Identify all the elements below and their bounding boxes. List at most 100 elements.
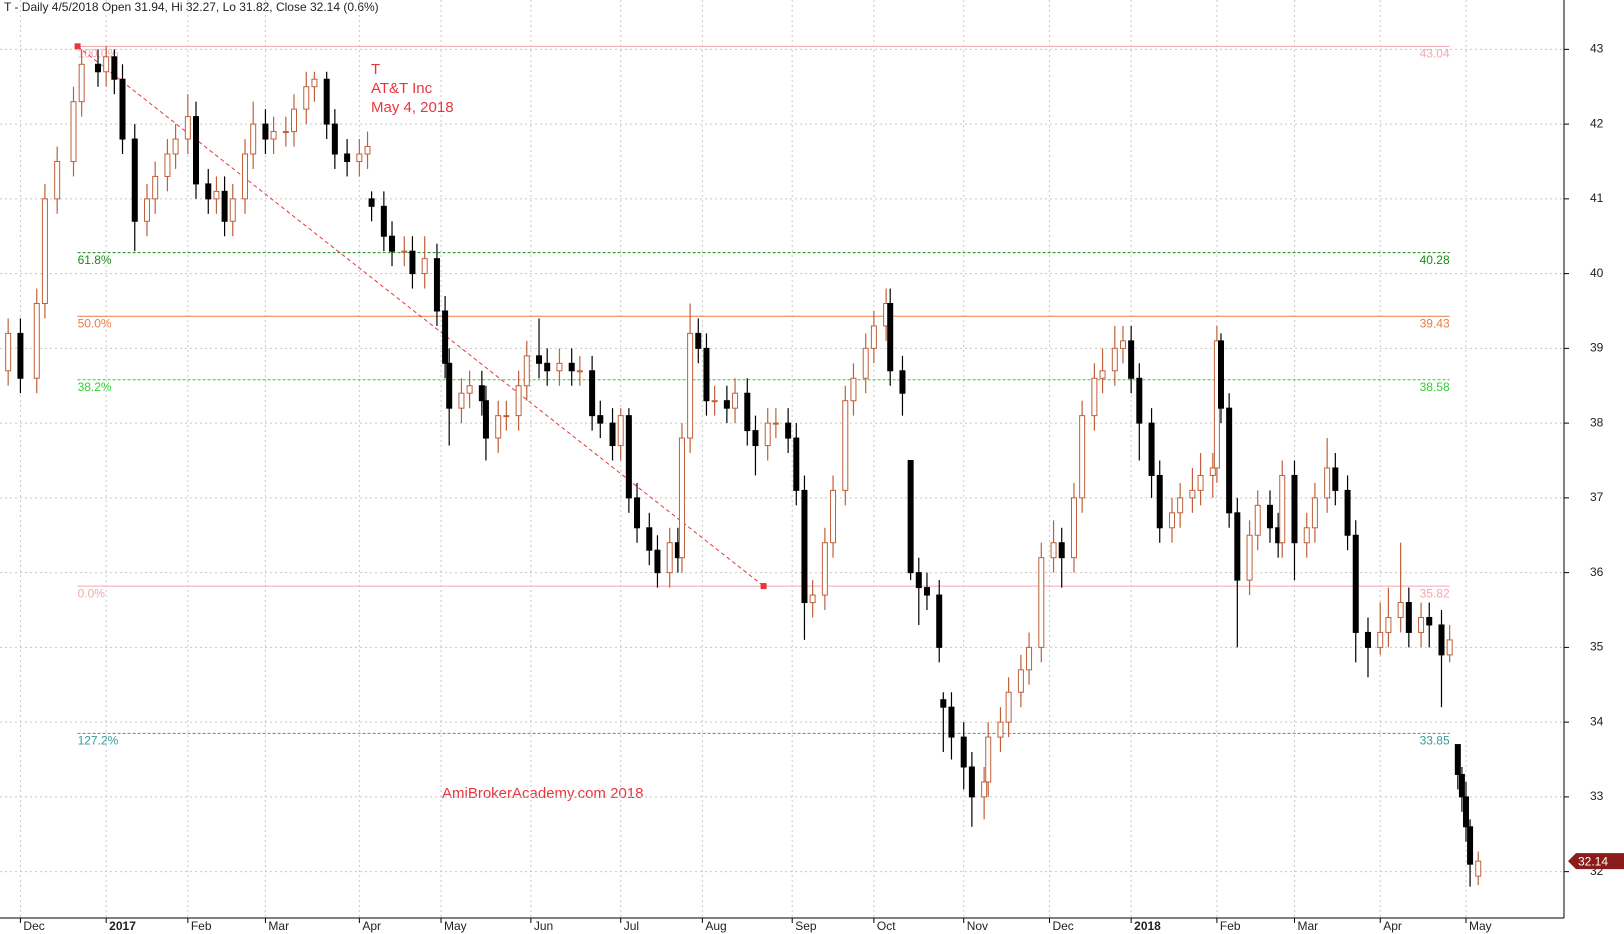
candle-body	[323, 78, 330, 125]
y-tick-label: 38	[1590, 415, 1604, 429]
candle-body	[678, 437, 685, 559]
y-tick-label: 42	[1590, 116, 1604, 130]
candle-body	[291, 108, 298, 133]
candle-body	[1128, 340, 1135, 379]
candle-body	[5, 332, 12, 372]
x-tick-label: 2018	[1134, 919, 1161, 933]
candle-body	[617, 415, 624, 447]
x-tick-label: Feb	[191, 919, 212, 933]
candle-body	[478, 385, 485, 402]
candle-body	[364, 146, 371, 155]
candle-body	[1111, 347, 1118, 372]
candle-body	[466, 385, 473, 394]
candle-body	[1209, 467, 1216, 476]
candle-body	[1475, 860, 1482, 877]
candle-body	[968, 766, 975, 798]
candle-body	[1217, 340, 1224, 409]
candle-body	[144, 198, 151, 222]
candle-body	[311, 78, 318, 88]
chart-title: T - Daily 4/5/2018 Open 31.94, Hi 32.27,…	[4, 0, 379, 14]
y-tick-label: 41	[1590, 191, 1604, 205]
x-tick-label: May	[444, 919, 467, 933]
candle-body	[1156, 474, 1163, 529]
candle-body	[936, 594, 943, 648]
x-tick-label: Oct	[877, 919, 896, 933]
candle-body	[772, 422, 779, 425]
candle-body	[821, 542, 828, 596]
candle-body	[54, 160, 61, 200]
candle-body	[597, 415, 604, 424]
candle-body	[915, 572, 922, 589]
x-tick-label: Jul	[624, 919, 639, 933]
candle-body	[421, 258, 428, 275]
candle-body	[193, 116, 200, 185]
candle-body	[830, 489, 837, 544]
candle-body	[1344, 489, 1351, 536]
x-tick-label: Apr	[362, 919, 381, 933]
candle-body	[1177, 497, 1184, 514]
candle-body	[401, 250, 408, 253]
candle-body	[1038, 557, 1045, 648]
candle-body	[242, 153, 249, 200]
candle-body	[634, 497, 641, 529]
candle-body	[482, 400, 489, 439]
x-tick-label: May	[1469, 919, 1492, 933]
candle-body	[1189, 489, 1196, 499]
candle-body	[1119, 340, 1126, 349]
candle-body	[764, 422, 771, 447]
candle-body	[184, 116, 191, 140]
candle-body	[948, 706, 955, 738]
candle-body	[1377, 631, 1384, 648]
fib-label: 61.8%	[78, 253, 112, 267]
candle-body	[576, 370, 583, 373]
candle-body	[785, 422, 792, 439]
candle-body	[119, 78, 126, 140]
candle-body	[433, 258, 440, 312]
candle-body	[446, 362, 453, 409]
candle-body	[654, 549, 661, 574]
candle-body	[1254, 504, 1261, 536]
y-tick-label: 34	[1590, 714, 1604, 728]
candle-body	[801, 489, 808, 604]
candle-body	[1418, 616, 1425, 633]
candle-body	[1246, 534, 1253, 581]
trend-anchor	[74, 43, 81, 50]
candle-body	[1168, 512, 1175, 529]
candle-body	[1058, 542, 1065, 559]
annotation: AT&T Inc	[371, 80, 433, 97]
fib-value: 40.28	[1420, 253, 1450, 267]
candle-body	[282, 131, 289, 134]
fib-value: 35.82	[1420, 586, 1450, 600]
candle-body	[744, 392, 751, 432]
candle-body	[1462, 796, 1469, 828]
candle-body	[997, 721, 1004, 738]
candle-body	[1324, 467, 1331, 499]
candle-body	[1397, 602, 1404, 618]
x-tick-label: Dec	[23, 919, 44, 933]
candle-body	[842, 400, 849, 491]
candle-body	[703, 347, 710, 402]
candle-body	[646, 527, 653, 551]
fib-value: 43.04	[1420, 47, 1450, 61]
candle-body	[752, 430, 759, 447]
candle-body	[1099, 370, 1106, 379]
candle-body	[523, 355, 530, 387]
candle-body	[960, 736, 967, 768]
candle-body	[723, 400, 730, 409]
candle-body	[1438, 624, 1445, 656]
candle-body	[544, 362, 551, 372]
x-tick-label: Apr	[1383, 919, 1402, 933]
x-tick-label: 2017	[109, 919, 136, 933]
candle-body	[1091, 377, 1098, 417]
candle-body	[862, 347, 869, 379]
candle-body	[695, 332, 702, 349]
candle-body	[850, 377, 857, 402]
candle-body	[899, 370, 906, 394]
candle-body	[809, 594, 816, 604]
candle-body	[172, 138, 179, 155]
candle-body	[70, 101, 77, 162]
y-tick-label: 39	[1590, 341, 1604, 355]
candle-body	[111, 56, 118, 80]
x-tick-label: Dec	[1052, 919, 1073, 933]
x-tick-label: Aug	[705, 919, 726, 933]
